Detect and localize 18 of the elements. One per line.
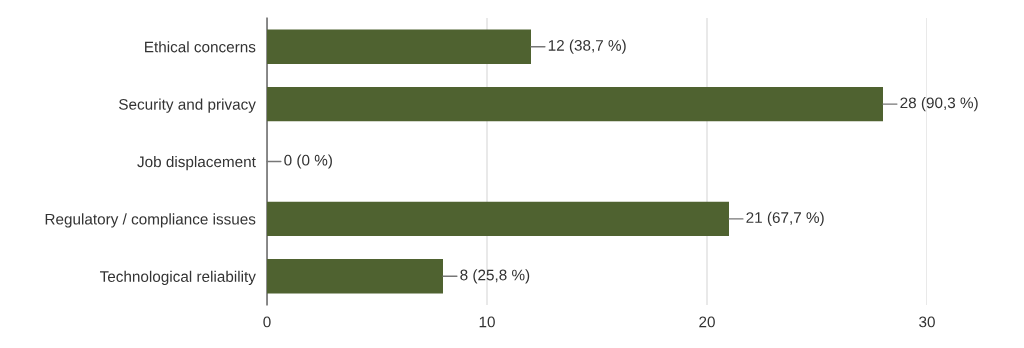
y-tick-label: Security and privacy (119, 98, 256, 113)
bar (267, 86, 883, 122)
bar (267, 201, 729, 237)
data-label: 8 (25,8 %) (460, 269, 530, 284)
y-tick-label: Regulatory / compliance issues (45, 213, 256, 228)
data-label: 0 (0 %) (284, 154, 332, 169)
bar (267, 259, 443, 294)
x-tick-label: 30 (919, 316, 935, 328)
y-tick-label: Technological reliability (99, 270, 256, 286)
data-label: 12 (38,7 %) (548, 39, 626, 54)
y-tick-label: Ethical concerns (145, 41, 256, 53)
x-tick-label: 20 (699, 316, 715, 328)
bar (267, 29, 531, 64)
x-tick-label: 0 (263, 316, 271, 328)
x-tick-label: 10 (479, 316, 495, 328)
data-label: 21 (67,7 %) (746, 211, 824, 227)
y-tick-label: Job displacement (137, 155, 256, 171)
data-label: 28 (90,3 %) (900, 96, 978, 112)
